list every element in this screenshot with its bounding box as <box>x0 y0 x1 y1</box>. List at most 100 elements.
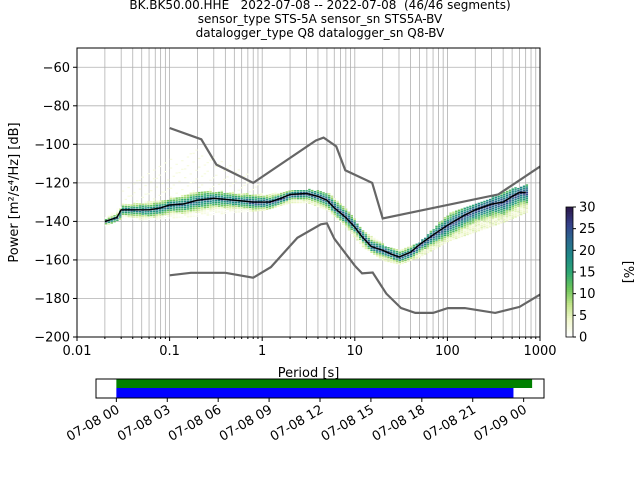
heatmap-cell <box>243 210 246 213</box>
heatmap-cell <box>480 226 483 229</box>
heatmap-cell <box>186 185 190 187</box>
heatmap-cell <box>215 211 218 213</box>
heatmap-cell <box>508 189 512 192</box>
y-tick-label: −180 <box>34 292 70 307</box>
heatmap-cell <box>195 201 198 204</box>
heatmap-cell <box>392 258 396 260</box>
heatmap-cell <box>373 243 376 246</box>
heatmap-cell <box>505 217 509 220</box>
heatmap-cell <box>395 256 399 259</box>
heatmap-cell <box>209 188 212 190</box>
heatmap-cell <box>378 247 382 249</box>
heatmap-cell <box>206 191 209 193</box>
heatmap-cell <box>347 217 351 219</box>
heatmap-cell <box>147 216 150 219</box>
heatmap-cell <box>480 201 483 204</box>
colorbar-tick-label: 20 <box>579 244 596 259</box>
heatmap-cell <box>449 216 452 218</box>
heatmap-cell <box>251 188 255 191</box>
heatmap-cell <box>308 188 311 191</box>
heatmap-cell <box>189 215 192 218</box>
heatmap-cell <box>130 208 133 210</box>
heatmap-cell <box>209 208 212 210</box>
heatmap-cell <box>327 192 331 195</box>
x-tick-label: 1000 <box>523 344 556 359</box>
heatmap-cell <box>257 207 260 210</box>
heatmap-cell <box>189 153 192 155</box>
heatmap-cell <box>486 219 489 221</box>
heatmap-cell <box>200 195 204 198</box>
colorbar-step <box>566 243 573 247</box>
heatmap-cell <box>282 194 286 196</box>
heatmap-cell <box>488 210 492 212</box>
heatmap-cell <box>316 205 320 208</box>
heatmap-cell <box>505 190 509 193</box>
heatmap-cell <box>460 233 464 236</box>
heatmap-cell <box>505 219 509 222</box>
heatmap-cell <box>158 208 161 210</box>
heatmap-cell <box>313 198 317 201</box>
heatmap-cell <box>118 216 122 218</box>
heatmap-cell <box>344 218 348 220</box>
heatmap-cell <box>474 203 478 206</box>
heatmap-cell <box>435 229 438 232</box>
heatmap-cell <box>155 177 159 179</box>
heatmap-cell <box>169 196 173 198</box>
heatmap-cell <box>167 187 170 190</box>
heatmap-cell <box>223 200 226 203</box>
heatmap-cell <box>158 204 161 206</box>
heatmap-cell <box>480 205 483 208</box>
heatmap-cell <box>435 239 438 241</box>
heatmap-cell <box>469 221 472 223</box>
heatmap-cell <box>455 222 458 224</box>
heatmap-cell <box>203 214 207 217</box>
heatmap-cell <box>175 172 178 174</box>
heatmap-cell <box>477 227 481 230</box>
heatmap-cell <box>387 247 390 249</box>
heatmap-cell <box>401 256 404 259</box>
heatmap-cell <box>260 209 263 212</box>
heatmap-cell <box>415 257 418 259</box>
heatmap-cell <box>231 207 235 210</box>
timeline-tick-label: 07-08 21 <box>421 402 479 444</box>
heatmap-cell <box>511 198 514 200</box>
heatmap-cell <box>296 195 300 198</box>
heatmap-cell <box>503 205 506 208</box>
colorbar-step <box>566 287 573 290</box>
heatmap-cell <box>401 260 404 263</box>
colorbar-step <box>566 276 573 280</box>
new-high-noise-model-line <box>169 126 540 220</box>
heatmap-cell <box>206 208 209 210</box>
heatmap-cell <box>517 189 520 192</box>
heatmap-cell <box>189 196 192 198</box>
colorbar-step <box>566 321 573 325</box>
heatmap-cell <box>423 249 427 251</box>
heatmap-cell <box>110 214 113 216</box>
heatmap-cell <box>200 205 204 207</box>
heatmap-cell <box>110 222 113 224</box>
heatmap-cell <box>282 199 286 202</box>
heatmap-cell <box>127 217 130 220</box>
heatmap-cell <box>440 236 444 238</box>
heatmap-cell <box>294 192 297 194</box>
colorbar-step <box>566 311 573 314</box>
heatmap-cell <box>308 198 311 201</box>
heatmap-cell <box>486 226 489 229</box>
heatmap-cell <box>415 247 418 250</box>
heatmap-cell <box>319 198 322 201</box>
heatmap-cell <box>505 210 509 212</box>
heatmap-cell <box>130 217 133 220</box>
heatmap-cell <box>311 201 314 204</box>
heatmap-cell <box>336 204 339 207</box>
heatmap-cell <box>342 213 345 216</box>
heatmap-cell <box>409 257 413 259</box>
heatmap-cell <box>463 226 466 229</box>
heatmap-cell <box>392 250 396 252</box>
heatmap-cell <box>438 231 441 234</box>
heatmap-cell <box>390 261 393 263</box>
heatmap-cell <box>432 244 435 247</box>
heatmap-cell <box>432 238 435 241</box>
heatmap-cell <box>118 212 122 214</box>
heatmap-cell <box>381 254 385 257</box>
heatmap-cell <box>336 216 339 218</box>
